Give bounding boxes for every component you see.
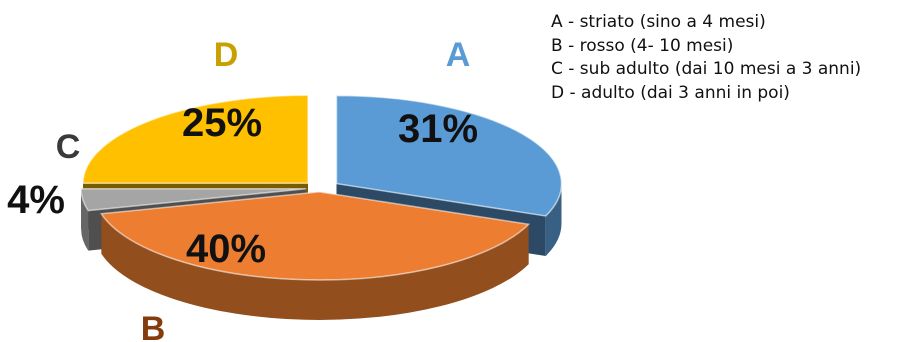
slice-rim-wall <box>81 188 89 251</box>
slice-value-a: 31% <box>398 107 478 151</box>
slice-letter-b: B <box>141 310 166 342</box>
slice-top-face <box>100 191 531 281</box>
slice-top-face <box>80 187 307 212</box>
slice-value-b: 40% <box>186 227 266 271</box>
pie-slice-b <box>100 191 531 320</box>
legend-item-c: C - sub adulto (dai 10 mesi a 3 anni) <box>551 59 862 79</box>
slice-rim-wall <box>101 213 529 320</box>
chart-legend: A - striato (sino a 4 mesi) B - rosso (4… <box>551 11 861 105</box>
pie-slices <box>80 94 563 320</box>
legend-item-a: A - striato (sino a 4 mesi) <box>551 12 766 32</box>
slice-letter-d: D <box>214 36 239 74</box>
legend-item-d: D - adulto (dai 3 anni in poi) <box>551 82 790 103</box>
slice-top-face <box>82 94 309 185</box>
slice-top-face <box>335 94 563 217</box>
slice-letter-a: A <box>446 36 471 74</box>
legend-item-b: B - rosso (4- 10 mesi) <box>551 35 734 56</box>
pie-labels: A 31% B 40% C 4% D 25% <box>7 36 478 342</box>
slice-value-d: 25% <box>182 101 262 145</box>
slice-value-c: 4% <box>7 178 65 222</box>
slice-letter-c: C <box>56 128 81 166</box>
